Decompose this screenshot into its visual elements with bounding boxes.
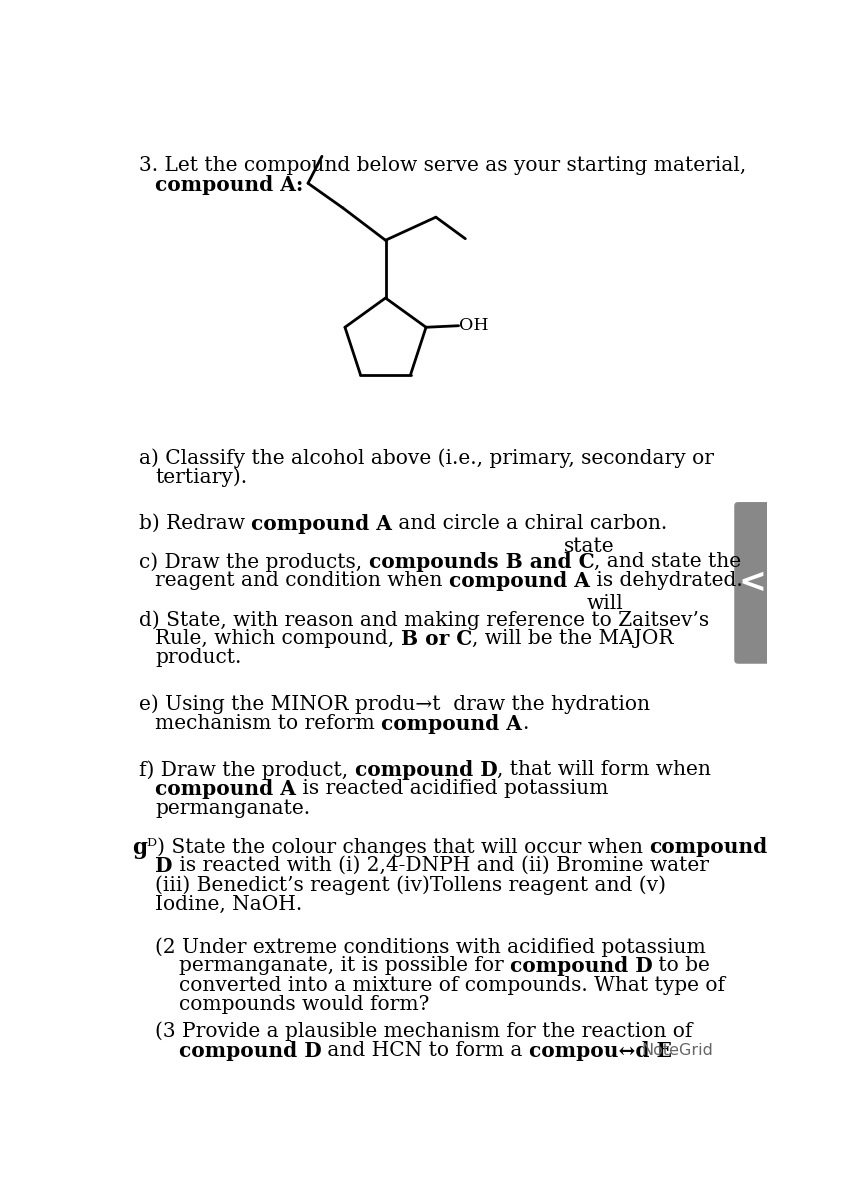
Text: <: < bbox=[738, 566, 766, 599]
Text: a) Classify the alcohol above (i.e., primary, secondary or: a) Classify the alcohol above (i.e., pri… bbox=[139, 448, 714, 468]
Text: compound A: compound A bbox=[251, 514, 392, 534]
Text: is reacted acidified potassium: is reacted acidified potassium bbox=[296, 779, 608, 798]
Text: D: D bbox=[155, 857, 173, 876]
Text: will: will bbox=[587, 594, 624, 613]
Text: (3 Provide a plausible mechanism for the reaction of: (3 Provide a plausible mechanism for the… bbox=[155, 1022, 693, 1042]
Text: compound A: compound A bbox=[382, 714, 522, 734]
Text: 3. Let the compound below serve as your starting material,: 3. Let the compound below serve as your … bbox=[139, 156, 746, 174]
Text: reagent and condition when: reagent and condition when bbox=[155, 571, 449, 590]
Text: and circle a chiral carbon.: and circle a chiral carbon. bbox=[392, 514, 668, 533]
FancyBboxPatch shape bbox=[734, 502, 771, 664]
Text: (iii) Benedict’s reagent (iv)Tollens reagent and (v): (iii) Benedict’s reagent (iv)Tollens rea… bbox=[155, 876, 666, 895]
Text: e) Using the MINOR produ→t  draw the hydration: e) Using the MINOR produ→t draw the hydr… bbox=[139, 695, 650, 714]
Text: b) Redraw: b) Redraw bbox=[139, 514, 251, 533]
Text: compounds would form?: compounds would form? bbox=[179, 995, 429, 1014]
Text: compounds B and C: compounds B and C bbox=[369, 552, 594, 572]
Text: compound: compound bbox=[649, 838, 768, 857]
Text: compound D: compound D bbox=[509, 956, 653, 977]
Text: , and state the: , and state the bbox=[594, 552, 741, 571]
Text: permanganate, it is possible for: permanganate, it is possible for bbox=[179, 956, 509, 976]
Text: compound D: compound D bbox=[179, 1042, 321, 1061]
Text: and HCN to form a: and HCN to form a bbox=[321, 1042, 529, 1060]
Text: f) Draw the product,: f) Draw the product, bbox=[139, 760, 354, 780]
Text: compound A: compound A bbox=[449, 571, 590, 592]
Text: tertiary).: tertiary). bbox=[155, 467, 247, 487]
Text: converted into a mixture of compounds. What type of: converted into a mixture of compounds. W… bbox=[179, 976, 724, 995]
Text: compound A: compound A bbox=[155, 779, 296, 799]
Text: , will be the MAJOR: , will be the MAJOR bbox=[472, 629, 674, 648]
Text: compou↔d E: compou↔d E bbox=[529, 1042, 672, 1061]
Text: is reacted with (i) 2,4-DNPH and (ii) Bromine water: is reacted with (i) 2,4-DNPH and (ii) Br… bbox=[173, 857, 709, 875]
Text: B or C: B or C bbox=[401, 629, 472, 649]
Text: compound A:: compound A: bbox=[154, 175, 303, 194]
Text: d) State, with reason and making reference to Zaitsev’s: d) State, with reason and making referen… bbox=[139, 610, 709, 630]
Text: mechanism to reform: mechanism to reform bbox=[155, 714, 382, 733]
Text: is dehydrated.: is dehydrated. bbox=[590, 571, 743, 590]
Text: NoteGrid: NoteGrid bbox=[642, 1043, 713, 1058]
Text: OH: OH bbox=[459, 317, 489, 335]
Text: c) Draw the products,: c) Draw the products, bbox=[139, 552, 369, 571]
Text: permanganate.: permanganate. bbox=[155, 798, 310, 817]
Text: (2 Under extreme conditions with acidified potassium: (2 Under extreme conditions with acidifi… bbox=[155, 937, 706, 956]
Text: ᴰ) State the colour changes that will occur when: ᴰ) State the colour changes that will oc… bbox=[147, 838, 649, 857]
Text: compound D: compound D bbox=[354, 760, 498, 780]
Text: Iodine, NaOH.: Iodine, NaOH. bbox=[155, 895, 302, 913]
Text: state: state bbox=[564, 536, 614, 556]
Text: product.: product. bbox=[155, 648, 242, 667]
Text: , that will form when: , that will form when bbox=[498, 760, 711, 779]
Text: .: . bbox=[522, 714, 529, 733]
Text: to be: to be bbox=[653, 956, 711, 976]
Text: g: g bbox=[132, 838, 147, 859]
Text: Rule, which compound,: Rule, which compound, bbox=[155, 629, 401, 648]
